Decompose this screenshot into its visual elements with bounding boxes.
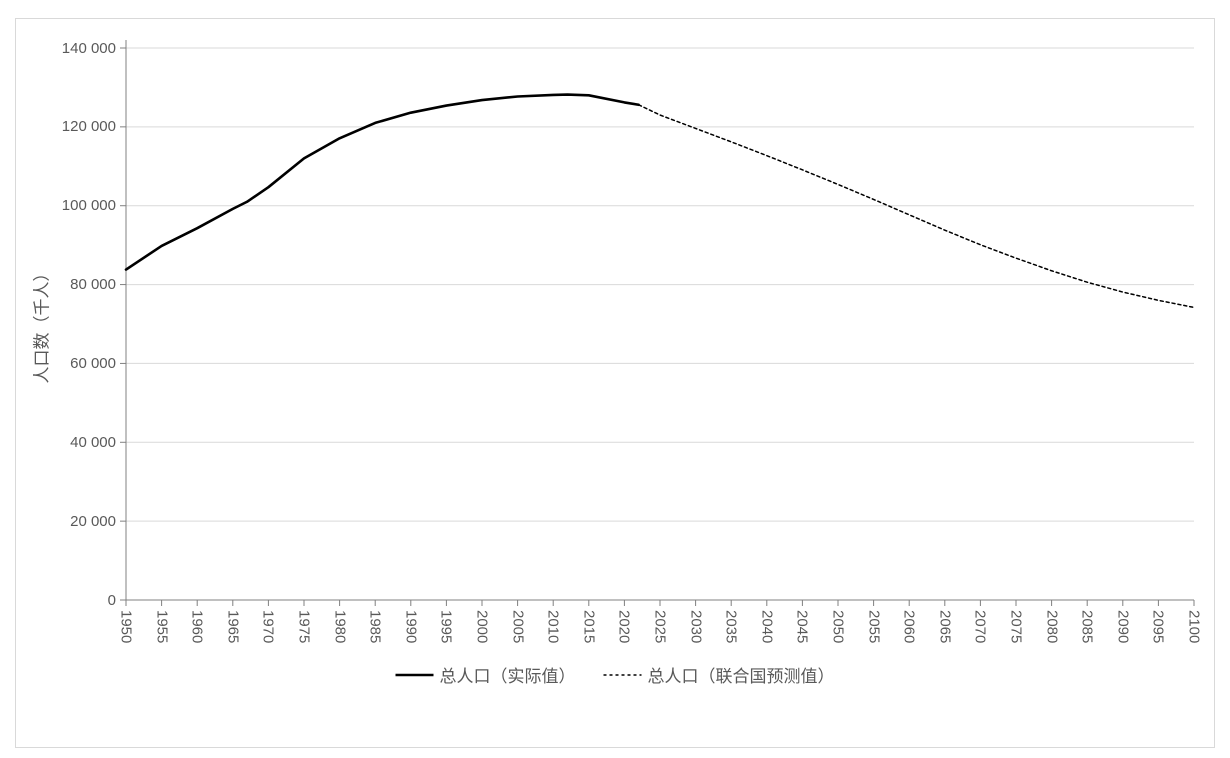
x-tick-label: 1965	[224, 610, 241, 643]
legend: 总人口（实际值） 总人口（联合国预测值）	[396, 662, 835, 687]
y-tick-label: 80 000	[70, 276, 116, 293]
x-tick-label: 2000	[474, 610, 491, 643]
y-tick-label: 120 000	[62, 118, 116, 135]
x-tick-label: 2075	[1008, 610, 1025, 643]
legend-swatch	[604, 669, 642, 681]
y-axis-title: 人口数（千人）	[28, 265, 53, 384]
x-tick-label: 2035	[723, 610, 740, 643]
x-tick-label: 1990	[402, 610, 419, 643]
x-tick-label: 1985	[367, 610, 384, 643]
x-tick-label: 2010	[545, 610, 562, 643]
y-tick-label: 140 000	[62, 40, 116, 57]
legend-swatch	[396, 669, 434, 681]
y-tick-label: 100 000	[62, 197, 116, 214]
y-tick-label: 0	[108, 592, 116, 609]
legend-label: 总人口（联合国预测值）	[648, 662, 835, 687]
x-tick-label: 2100	[1186, 610, 1203, 643]
x-tick-label: 1980	[331, 610, 348, 643]
y-tick-label: 20 000	[70, 513, 116, 530]
x-tick-label: 2015	[580, 610, 597, 643]
series-line-0	[126, 95, 639, 270]
x-tick-label: 2080	[1043, 610, 1060, 643]
x-tick-label: 2060	[901, 610, 918, 643]
legend-item: 总人口（实际值）	[396, 662, 576, 687]
x-tick-label: 1970	[260, 610, 277, 643]
x-tick-label: 2020	[616, 610, 633, 643]
x-tick-label: 1975	[296, 610, 313, 643]
x-tick-label: 1995	[438, 610, 455, 643]
x-tick-label: 1950	[118, 610, 135, 643]
legend-item: 总人口（联合国预测值）	[604, 662, 835, 687]
x-tick-label: 2030	[687, 610, 704, 643]
chart-svg	[0, 0, 1230, 758]
x-tick-label: 1960	[189, 610, 206, 643]
x-tick-label: 2065	[936, 610, 953, 643]
x-tick-label: 2045	[794, 610, 811, 643]
x-tick-label: 2085	[1079, 610, 1096, 643]
x-tick-label: 2040	[758, 610, 775, 643]
x-tick-label: 2050	[830, 610, 847, 643]
legend-label: 总人口（实际值）	[440, 662, 576, 687]
x-tick-label: 2025	[652, 610, 669, 643]
x-tick-label: 2095	[1150, 610, 1167, 643]
y-tick-label: 40 000	[70, 434, 116, 451]
x-tick-label: 2005	[509, 610, 526, 643]
x-tick-label: 2090	[1114, 610, 1131, 643]
y-tick-label: 60 000	[70, 355, 116, 372]
x-tick-label: 2055	[865, 610, 882, 643]
x-tick-label: 1955	[153, 610, 170, 643]
x-tick-label: 2070	[972, 610, 989, 643]
